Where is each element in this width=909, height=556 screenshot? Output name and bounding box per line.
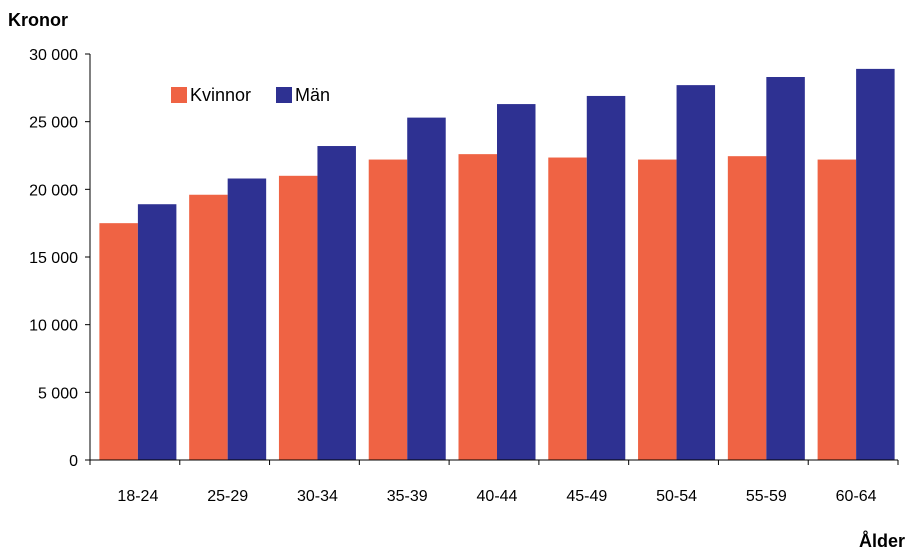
x-tick-label: 60-64 [836, 488, 877, 505]
bar-kvinnor-40-44 [459, 154, 498, 460]
bar-kvinnor-30-34 [279, 176, 318, 460]
bar-män-50-54 [677, 85, 716, 460]
bar-kvinnor-60-64 [818, 160, 857, 460]
bar-kvinnor-18-24 [99, 223, 138, 460]
bar-män-40-44 [497, 104, 536, 460]
bar-män-55-59 [766, 77, 805, 460]
bars-group [99, 69, 894, 460]
y-tick-label: 10 000 [29, 318, 78, 335]
y-tick-label: 30 000 [29, 47, 78, 64]
x-tick-label: 18-24 [117, 488, 158, 505]
x-tick-label: 35-39 [387, 488, 428, 505]
bar-män-18-24 [138, 204, 177, 460]
legend-label-kvinnor: Kvinnor [190, 85, 251, 105]
bar-kvinnor-25-29 [189, 195, 228, 460]
legend: Kvinnor Män [171, 85, 330, 105]
x-axis: 18-24 25-29 30-34 35-39 40-44 45-49 50-54 55-59… [90, 460, 898, 505]
y-axis: 0 5 000 10 000 15 000 20 000 25 000 30 000 [29, 47, 90, 470]
x-tick-label: 55-59 [746, 488, 787, 505]
bar-män-45-49 [587, 96, 626, 460]
y-tick-label: 0 [69, 453, 78, 470]
bar-kvinnor-50-54 [638, 160, 677, 460]
y-tick-label: 20 000 [29, 182, 78, 199]
y-tick-label: 25 000 [29, 115, 78, 132]
x-tick-label: 25-29 [207, 488, 248, 505]
x-axis-title: Ålder [859, 531, 905, 551]
x-tick-label: 40-44 [477, 488, 518, 505]
x-tick-label: 45-49 [566, 488, 607, 505]
bar-män-25-29 [228, 179, 267, 460]
legend-swatch-man [276, 87, 292, 103]
x-tick-label: 50-54 [656, 488, 697, 505]
x-tick-label: 30-34 [297, 488, 338, 505]
bar-kvinnor-55-59 [728, 156, 767, 460]
bar-kvinnor-45-49 [548, 158, 587, 460]
y-axis-title: Kronor [8, 10, 68, 30]
y-tick-label: 15 000 [29, 250, 78, 267]
legend-label-man: Män [295, 85, 330, 105]
legend-swatch-kvinnor [171, 87, 187, 103]
bar-kvinnor-35-39 [369, 160, 408, 460]
bar-män-60-64 [856, 69, 895, 460]
bar-män-30-34 [317, 146, 356, 460]
y-tick-label: 5 000 [38, 385, 78, 402]
bar-män-35-39 [407, 118, 446, 460]
